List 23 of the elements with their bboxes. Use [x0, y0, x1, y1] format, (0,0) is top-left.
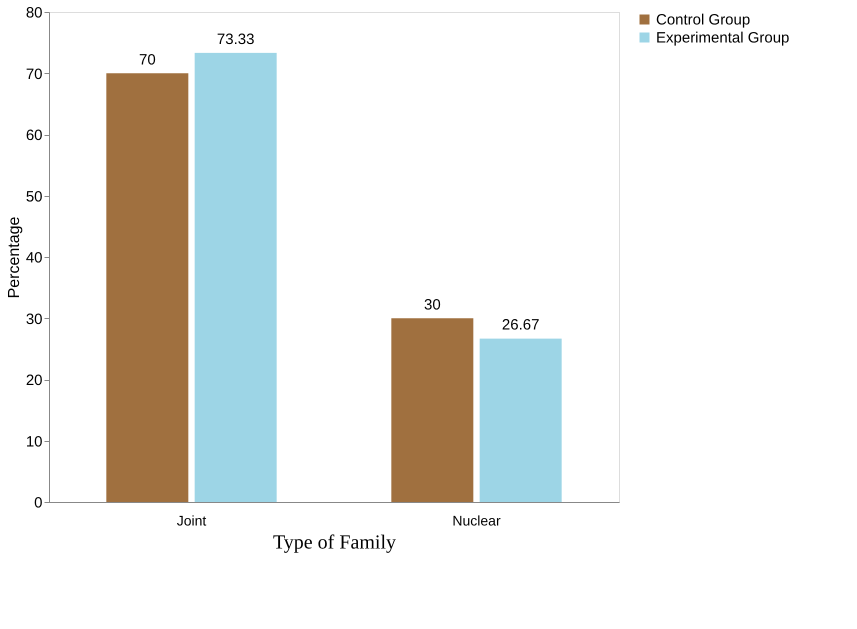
- bar: [480, 338, 562, 502]
- y-tick-label: 10: [26, 433, 42, 450]
- data-label: 30: [424, 296, 441, 314]
- bar: [106, 73, 188, 502]
- y-axis-title: Percentage: [6, 216, 23, 298]
- y-tick-label: 0: [34, 494, 42, 512]
- y-tick-label: 20: [26, 372, 42, 389]
- x-tick-label: Nuclear: [452, 512, 501, 528]
- y-tick-label: 30: [26, 310, 42, 328]
- data-label: 26.67: [502, 316, 540, 334]
- bar: [194, 52, 277, 502]
- y-tick-label: 40: [26, 250, 42, 266]
- data-label: 70: [138, 51, 156, 68]
- bar: [391, 318, 474, 502]
- data-label: 73.33: [216, 30, 254, 48]
- legend-label: Experimental Group: [656, 30, 790, 46]
- legend-label: Control Group: [656, 12, 750, 28]
- y-tick-label: 70: [26, 66, 42, 83]
- y-tick-label: 50: [26, 188, 42, 206]
- y-tick-label: 60: [26, 127, 42, 144]
- x-axis-title: Type of Family: [272, 532, 396, 554]
- x-tick-label: Joint: [176, 512, 206, 528]
- y-tick-label: 80: [26, 4, 42, 22]
